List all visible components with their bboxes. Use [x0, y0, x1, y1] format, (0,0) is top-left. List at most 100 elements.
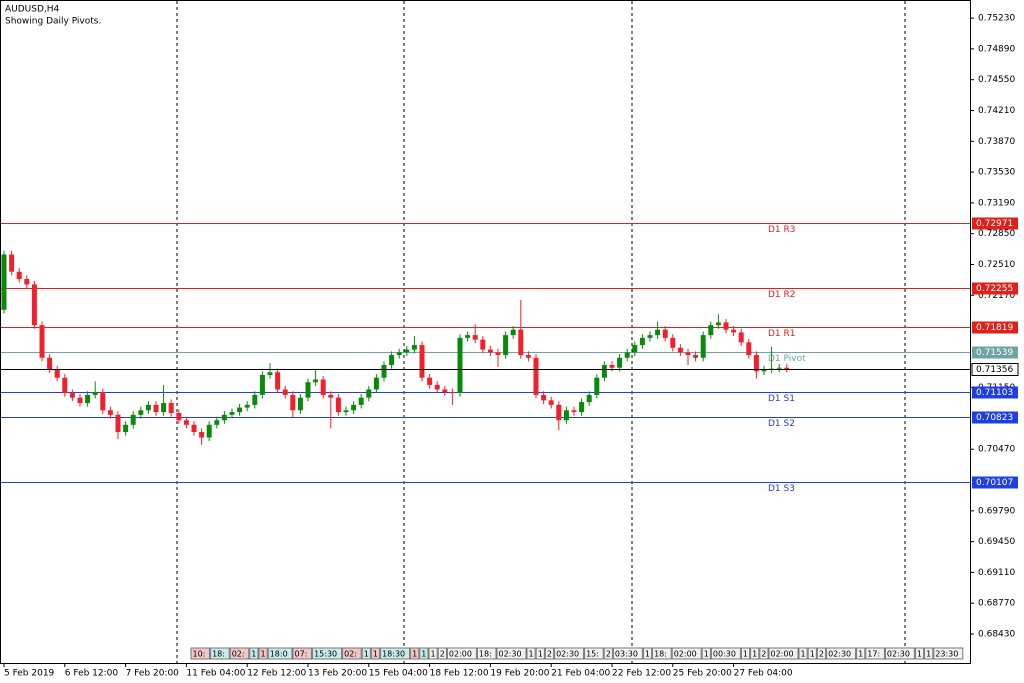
- candle-body: [107, 410, 113, 415]
- time-box-label: 1: [431, 650, 436, 659]
- pivot-name: D1 S3: [768, 484, 795, 494]
- x-tick-label: 19 Feb 20:00: [490, 669, 549, 679]
- candle-body: [510, 329, 516, 336]
- chart-subtitle: Showing Daily Pivots.: [5, 17, 101, 27]
- time-box: [535, 647, 545, 660]
- candle-body: [161, 403, 167, 413]
- time-box: [933, 647, 964, 660]
- candle-body: [351, 404, 357, 411]
- y-tick-label: 0.68770: [978, 599, 1015, 609]
- candle-body: [229, 412, 235, 415]
- price-box-label: 0.72971: [976, 219, 1013, 229]
- candle-body: [221, 414, 227, 421]
- candle-body: [138, 410, 144, 415]
- price-box-label: 0.71819: [976, 323, 1013, 333]
- time-box: [768, 647, 799, 660]
- candle-body: [495, 352, 501, 356]
- candle-body: [503, 335, 509, 356]
- time-box: [856, 647, 866, 660]
- candle-body: [685, 352, 691, 356]
- candle-body: [601, 365, 607, 378]
- time-box-label: 18:: [654, 650, 667, 659]
- candle-body: [62, 377, 68, 394]
- candle-body: [541, 394, 547, 401]
- time-box: [210, 647, 230, 660]
- candle-body: [465, 335, 471, 338]
- candle-body: [518, 329, 524, 356]
- candle-body: [419, 345, 425, 378]
- price-box-label: 0.71539: [976, 348, 1013, 358]
- plot-frame: [0, 0, 971, 664]
- time-box: [544, 647, 555, 660]
- candle-body: [715, 322, 721, 326]
- time-box: [642, 647, 653, 660]
- x-tick-label: 11 Feb 04:00: [186, 669, 245, 679]
- candle-body: [335, 397, 341, 413]
- candle-body: [708, 325, 714, 336]
- candle-body: [252, 394, 258, 405]
- time-box-label: 1: [926, 650, 931, 659]
- price-box: [972, 476, 1018, 489]
- price-box: [972, 411, 1018, 424]
- x-tick-label: 7 Feb 20:00: [126, 669, 180, 679]
- candle-body: [123, 424, 129, 433]
- candle-body: [282, 389, 288, 395]
- time-box-label: 1: [704, 650, 709, 659]
- time-box-label: 1: [645, 650, 650, 659]
- candle-body: [206, 424, 212, 438]
- candle-body: [343, 410, 349, 413]
- candle-body: [624, 352, 630, 358]
- candle-body: [183, 420, 189, 425]
- candle-body: [9, 254, 15, 272]
- time-box: [671, 647, 702, 660]
- time-box-label: 15:: [586, 650, 599, 659]
- time-box: [865, 647, 885, 660]
- time-box-label: 2: [761, 650, 766, 659]
- time-box-label: 07:: [295, 650, 308, 659]
- y-tick-label: 0.73870: [978, 137, 1015, 147]
- pivot-name: D1 Pivot: [768, 354, 806, 364]
- time-box: [496, 647, 527, 660]
- y-tick-label: 0.72510: [978, 260, 1015, 270]
- time-box-label: 02:00: [771, 650, 794, 659]
- candle-body: [738, 332, 744, 343]
- y-tick-label: 0.72850: [978, 229, 1015, 239]
- candle-body: [396, 352, 402, 356]
- candle-body: [290, 394, 296, 411]
- pivot-name: D1 S2: [768, 419, 795, 429]
- candle-body: [92, 392, 98, 395]
- time-box: [370, 647, 381, 660]
- candle-body: [358, 397, 364, 405]
- time-box: [428, 647, 438, 660]
- candle-body: [275, 372, 281, 390]
- candle-body: [746, 342, 752, 356]
- candle-body: [54, 369, 60, 378]
- time-box-label: 02:30: [828, 650, 851, 659]
- candle-body: [77, 397, 83, 404]
- time-box-label: 02:: [232, 650, 245, 659]
- candle-body: [297, 397, 303, 411]
- pivot-name: D1 S1: [768, 394, 795, 404]
- x-tick-label: 18 Feb 12:00: [430, 669, 489, 679]
- candle-body: [662, 329, 668, 338]
- candle-body: [548, 400, 554, 405]
- candle-body: [563, 410, 569, 421]
- time-box: [798, 647, 808, 660]
- candle-body: [237, 407, 243, 413]
- y-tick-label: 0.74210: [978, 106, 1015, 116]
- candle-body: [670, 337, 676, 348]
- candle-body: [655, 329, 661, 336]
- time-box-label: 1: [412, 650, 417, 659]
- x-tick-label: 27 Feb 04:00: [734, 669, 793, 679]
- x-tick-label: 12 Feb 12:00: [247, 669, 306, 679]
- candle-body: [389, 355, 395, 366]
- candle-body: [632, 345, 638, 353]
- x-tick-label: 21 Feb 04:00: [551, 669, 610, 679]
- candle-body: [525, 355, 531, 358]
- price-box: [972, 321, 1018, 334]
- time-box: [229, 647, 250, 660]
- candle-body: [366, 389, 372, 398]
- y-tick-label: 0.73530: [978, 168, 1015, 178]
- time-box-label: 1: [538, 650, 543, 659]
